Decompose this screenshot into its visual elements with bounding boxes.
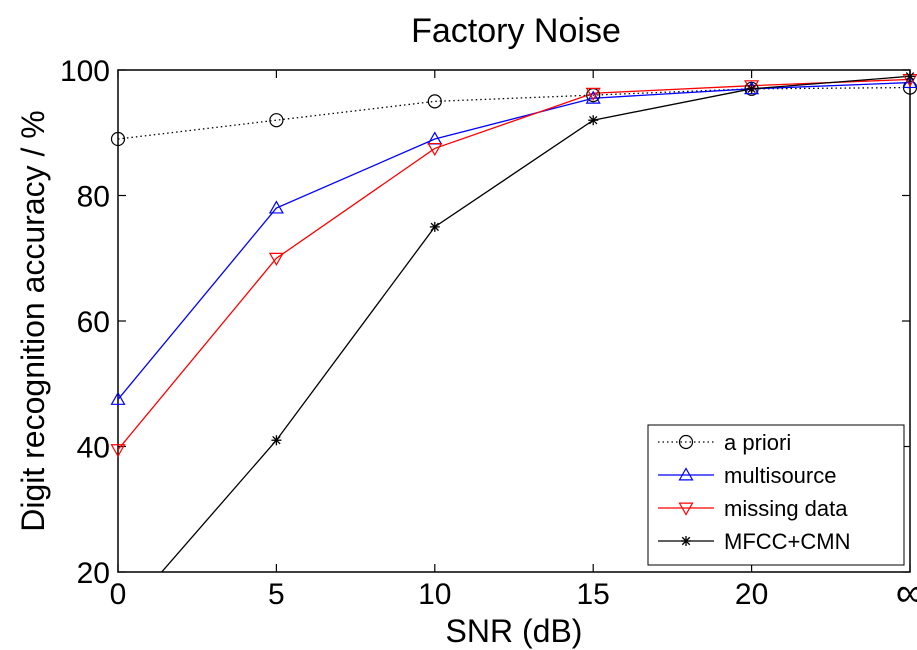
legend-label: missing data [724,496,848,521]
marker-stroke [272,436,281,445]
series-line-2 [118,78,910,451]
legend-marker [678,502,694,516]
series-line-3 [160,75,910,572]
marker-stroke [681,536,691,546]
marker-stroke [747,84,756,94]
y-tick-label: 80 [77,181,110,214]
data-point-0 [110,131,126,147]
marker-stroke [905,72,915,81]
legend-marker [678,434,694,450]
x-tick-label: 0 [110,578,127,611]
marker-layer [110,71,917,458]
y-tick-label: 20 [77,557,110,590]
x-axis-label: SNR (dB) [446,613,583,649]
data-point-2 [744,80,760,94]
x-tick-label: 10 [418,578,451,611]
y-tick-label: 60 [77,306,110,339]
x-tick-label: ∞ [896,571,917,615]
data-point-1 [902,74,917,89]
data-point-2 [268,252,284,266]
legend: a priori multisource missing data MFCC+CMN [647,424,905,566]
data-point-3 [905,71,915,82]
data-point-2 [585,87,601,101]
series-line-0 [118,86,910,140]
data-point-0 [269,113,284,128]
x-tick-label: 5 [268,578,285,611]
data-point-1 [110,391,126,405]
data-point-2 [427,142,443,157]
y-axis-label: Digit recognition accuracy / % [15,110,51,532]
legend-label: MFCC+CMN [724,529,851,554]
chart-title: Factory Noise [411,12,621,50]
data-point-3 [746,83,757,94]
data-point-2 [110,444,126,458]
data-point-3 [271,435,282,446]
x-tick-label: 15 [577,578,610,611]
axes: 0 5 10 15 20 ∞ 20 40 60 80 100 [60,55,917,615]
legend-marker [678,467,694,481]
y-tick-label: 100 [60,55,110,88]
marker-stroke [430,222,440,232]
data-point-1 [268,200,284,214]
y-tick-label: 40 [77,432,110,465]
x-tick-label: 20 [735,578,768,611]
data-point-0 [427,94,442,109]
legend-box [647,424,905,566]
series-line-1 [118,81,910,400]
data-point-1 [585,90,601,104]
legend-label: a priori [724,430,791,455]
legend-label: multisource [724,463,836,488]
marker-stroke [588,115,598,125]
legend-marker [681,536,691,546]
series-layer [118,75,910,572]
data-point-3 [588,115,599,126]
data-point-3 [429,221,440,232]
